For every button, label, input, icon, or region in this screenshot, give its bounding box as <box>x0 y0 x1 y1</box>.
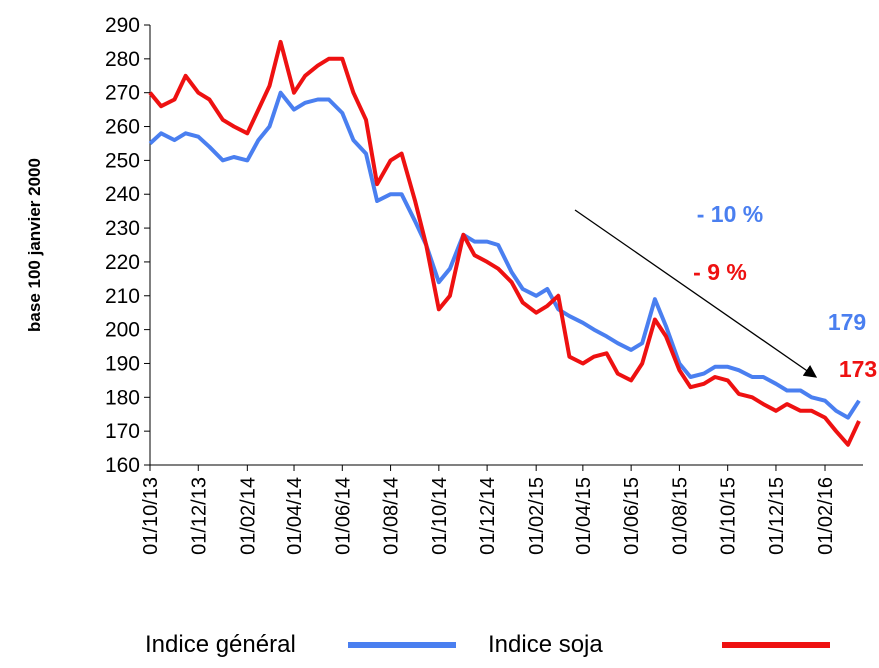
x-tick-label: 01/12/13 <box>188 477 210 555</box>
x-tick-label: 01/10/15 <box>718 477 740 555</box>
legend-label: Indice soja <box>488 631 603 658</box>
y-tick-label: 200 <box>105 319 140 342</box>
trend-arrow <box>574 209 818 378</box>
x-tick-label: 01/02/15 <box>526 477 548 555</box>
y-tick-label: 190 <box>105 352 140 375</box>
y-tick-label: 210 <box>105 285 140 308</box>
y-tick-label: 160 <box>105 454 140 477</box>
x-tick-label: 01/06/14 <box>332 477 354 555</box>
annotation: 179 <box>828 309 866 335</box>
x-tick-label: 01/02/14 <box>237 477 259 555</box>
y-tick-label: 270 <box>105 82 140 105</box>
y-tick-label: 180 <box>105 386 140 409</box>
x-tick-label: 01/04/15 <box>573 477 595 555</box>
x-tick-label: 01/08/14 <box>381 477 403 555</box>
x-tick-label: 01/06/15 <box>621 477 643 555</box>
x-tick-label: 01/02/16 <box>815 477 837 555</box>
x-tick-label: 01/08/15 <box>669 477 691 555</box>
y-tick-label: 240 <box>105 183 140 206</box>
legend-label: Indice général <box>145 631 296 658</box>
y-tick-label: 280 <box>105 48 140 71</box>
annotation: - 10 % <box>697 201 763 227</box>
series-line <box>148 90 861 420</box>
x-tick-label: 01/12/14 <box>477 477 499 555</box>
y-tick-label: 220 <box>105 251 140 274</box>
series-line <box>148 39 861 447</box>
x-tick-label: 01/04/14 <box>284 477 306 555</box>
y-tick-label: 250 <box>105 149 140 172</box>
x-tick-label: 01/10/14 <box>429 477 451 555</box>
y-tick-label: 260 <box>105 116 140 139</box>
y-tick-label: 170 <box>105 420 140 443</box>
annotation: - 9 % <box>693 259 747 285</box>
annotation: 173 <box>839 356 877 382</box>
y-tick-label: 230 <box>105 217 140 240</box>
y-tick-label: 290 <box>105 14 140 37</box>
x-tick-label: 01/10/13 <box>140 477 162 555</box>
y-axis-label: base 100 janvier 2000 <box>25 158 44 332</box>
x-tick-label: 01/12/15 <box>766 477 788 555</box>
